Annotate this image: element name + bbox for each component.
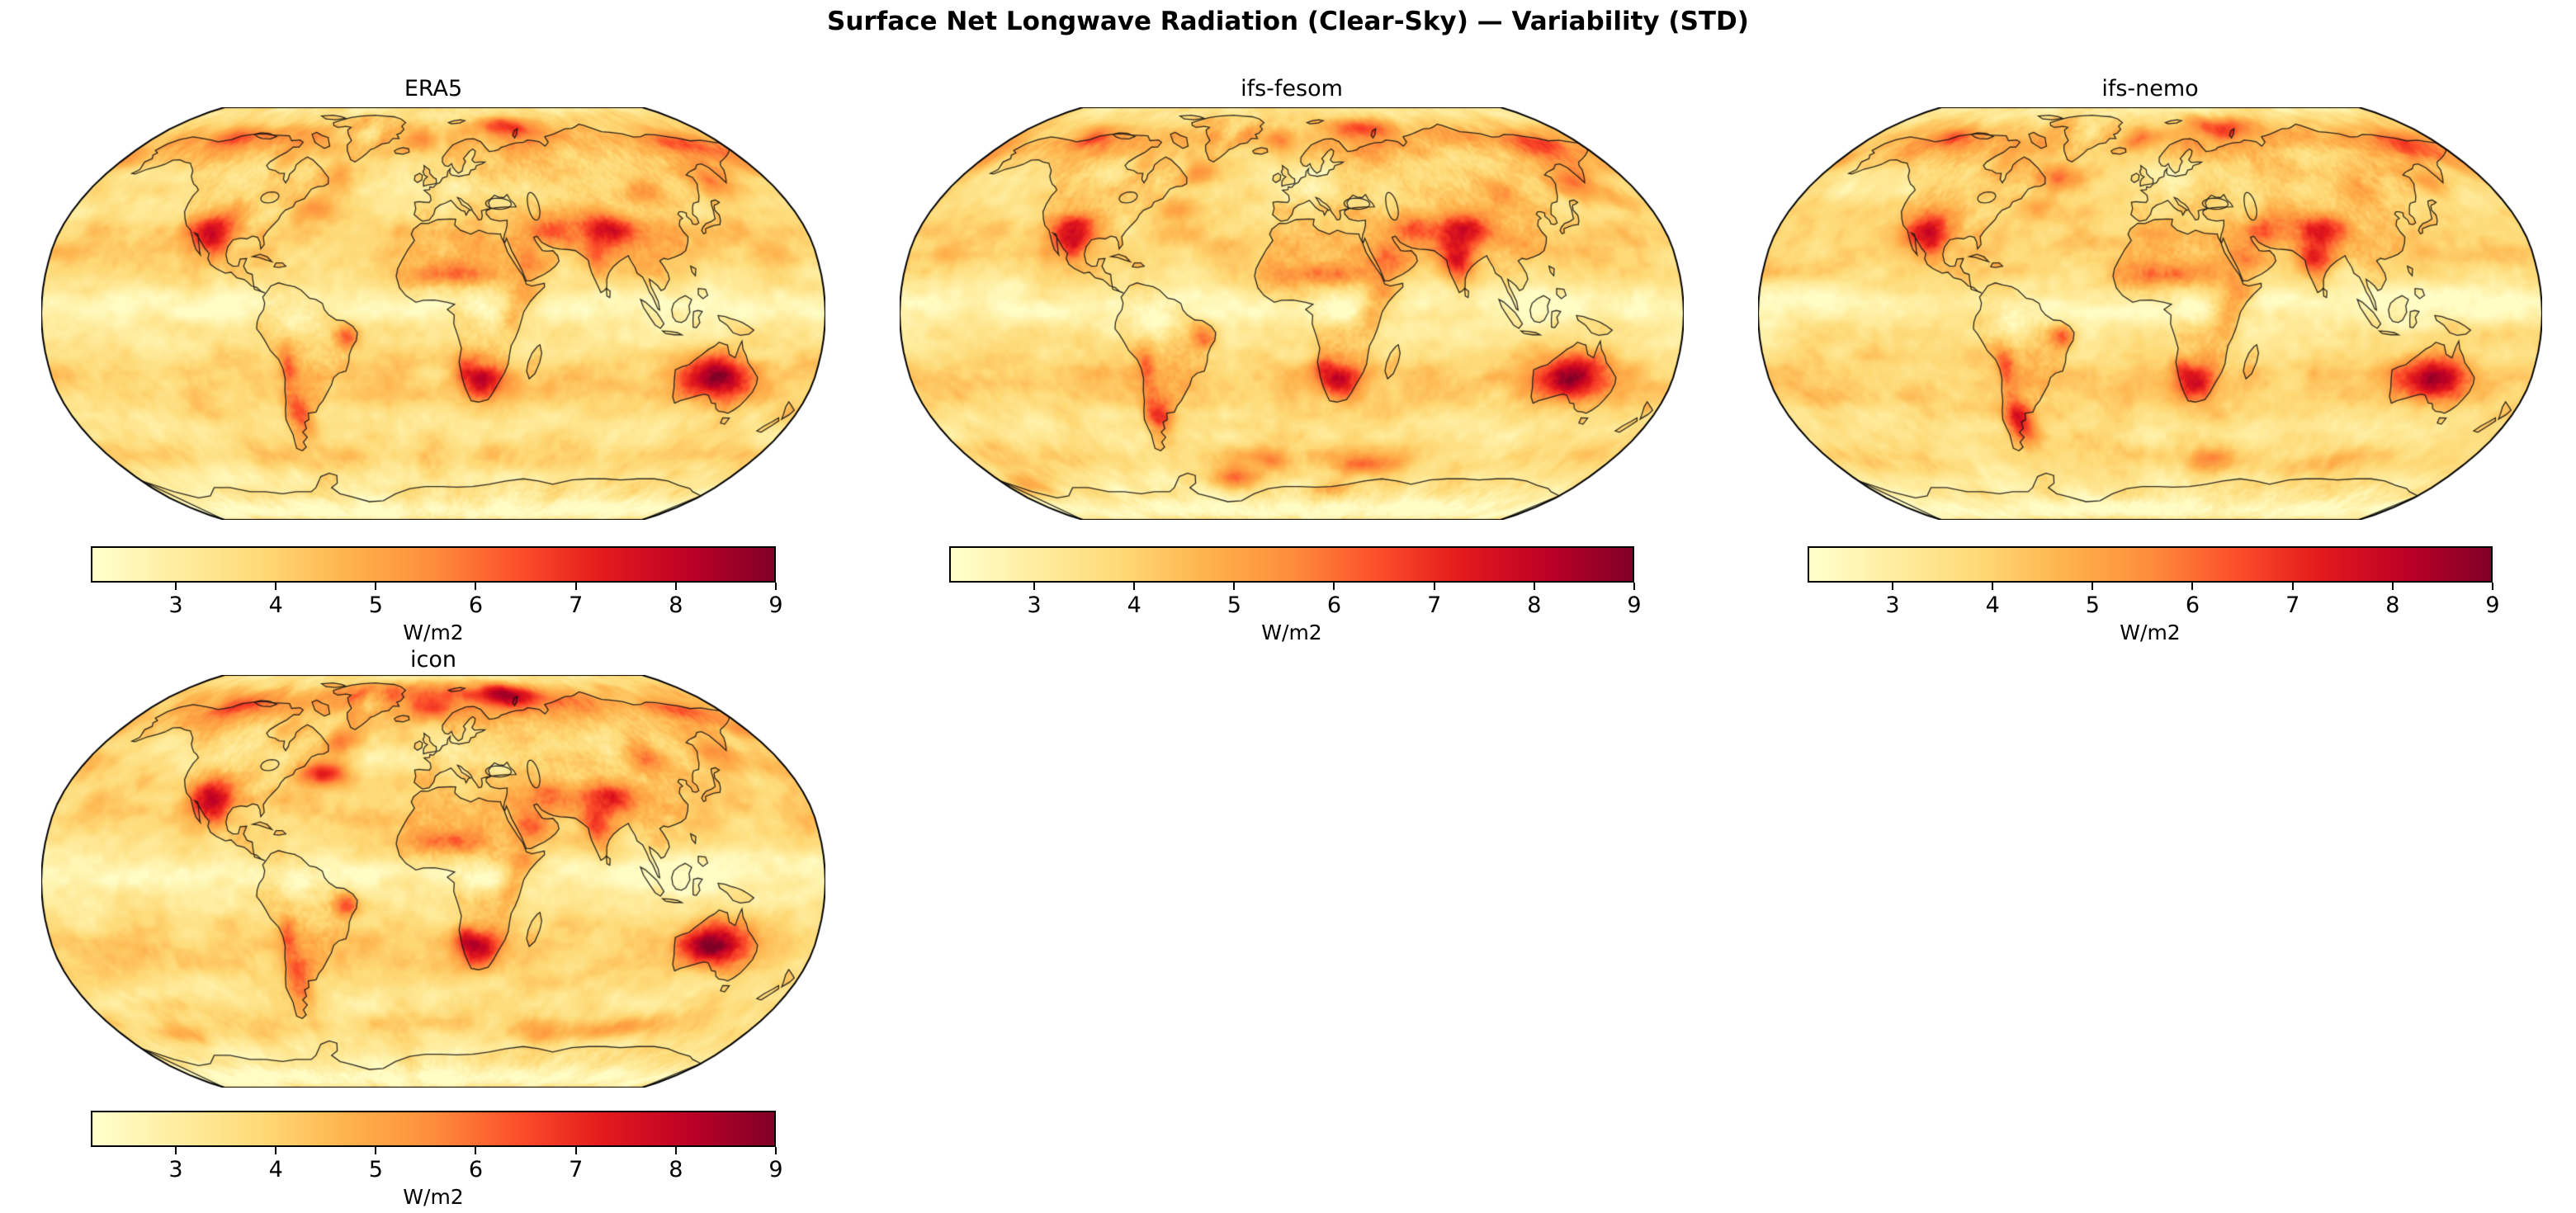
colorbar-tick-mark [574, 1147, 577, 1154]
colorbar-ticks: 3 4 5 6 7 8 9 [91, 1111, 783, 1185]
colorbar-tick-mark [2492, 583, 2493, 590]
colorbar-tick-label: 5 [1227, 592, 1241, 618]
colorbar-tick-mark [174, 583, 177, 590]
colorbar-tick-mark [1333, 583, 1335, 590]
colorbar-gradient [1808, 546, 2493, 583]
map-canvas-icon [41, 675, 825, 1088]
colorbar-tick-label: 4 [1127, 592, 1141, 618]
figure-title: Surface Net Longwave Radiation (Clear-Sk… [827, 7, 1749, 36]
colorbar-ifs-nemo: 3 4 5 6 7 8 9 W/m2 [1808, 546, 2500, 644]
colorbar-gradient [91, 1111, 776, 1147]
colorbar-unit-label: W/m2 [403, 1185, 464, 1209]
colorbar-tick-mark [475, 1147, 477, 1154]
colorbar-tick-mark [1992, 583, 1994, 590]
colorbar-tick-mark [475, 583, 477, 590]
colorbar-unit-label: W/m2 [2120, 621, 2181, 644]
colorbar-tick-mark [775, 1147, 777, 1154]
colorbar-tick-mark [375, 583, 377, 590]
colorbar-ifs-fesom: 3 4 5 6 7 8 9 W/m2 [949, 546, 1642, 644]
map-canvas-ifs-fesom [900, 107, 1684, 520]
colorbar-tick-mark [1533, 583, 1535, 590]
colorbar-tick-mark [775, 583, 777, 590]
colorbar-tick-label: 7 [2285, 592, 2300, 618]
colorbar-tick-label: 5 [368, 592, 383, 618]
colorbar-tick-label: 8 [1527, 592, 1542, 618]
colorbar-gradient [91, 546, 776, 583]
colorbar-tick-label: 6 [468, 592, 484, 618]
colorbar-tick-mark [2092, 583, 2094, 590]
colorbar-tick-label: 8 [669, 1157, 683, 1182]
colorbar-tick-mark [674, 583, 677, 590]
colorbar-tick-label: 3 [1885, 592, 1900, 618]
colorbar-tick-label: 9 [768, 592, 783, 618]
colorbar-tick-mark [674, 1147, 677, 1154]
colorbar-tick-mark [2291, 583, 2294, 590]
subplot-title-ifs-fesom: ifs-fesom [1241, 76, 1343, 101]
colorbar-tick-mark [1891, 583, 1893, 590]
colorbar-tick-label: 9 [2485, 592, 2500, 618]
colorbar-tick-mark [1033, 583, 1035, 590]
colorbar-tick-label: 8 [2385, 592, 2400, 618]
colorbar-tick-label: 4 [268, 592, 283, 618]
colorbar-tick-label: 3 [168, 592, 183, 618]
colorbar-unit-label: W/m2 [403, 621, 464, 644]
colorbar-tick-label: 4 [1985, 592, 2000, 618]
map-canvas-ifs-nemo [1758, 107, 2542, 520]
colorbar-ticks: 3 4 5 6 7 8 9 [1808, 546, 2500, 621]
colorbar-tick-label: 6 [2185, 592, 2200, 618]
colorbar-tick-label: 6 [1326, 592, 1342, 618]
colorbar-tick-mark [174, 1147, 177, 1154]
colorbar-tick-label: 6 [468, 1157, 484, 1182]
subplot-title-ifs-nemo: ifs-nemo [2101, 76, 2199, 101]
colorbar-tick-label: 4 [268, 1157, 283, 1182]
colorbar-tick-mark [2391, 583, 2394, 590]
colorbar-tick-mark [1133, 583, 1136, 590]
colorbar-tick-label: 7 [1427, 592, 1442, 618]
colorbar-tick-mark [275, 583, 277, 590]
colorbar-tick-label: 3 [1027, 592, 1042, 618]
colorbar-tick-label: 7 [569, 592, 584, 618]
colorbar-tick-label: 5 [368, 1157, 383, 1182]
colorbar-ticks: 3 4 5 6 7 8 9 [91, 546, 783, 621]
colorbar-icon: 3 4 5 6 7 8 9 W/m2 [91, 1111, 783, 1209]
colorbar-ticks: 3 4 5 6 7 8 9 [949, 546, 1642, 621]
colorbar-tick-mark [1233, 583, 1236, 590]
colorbar-tick-label: 7 [569, 1157, 584, 1182]
colorbar-tick-mark [574, 583, 577, 590]
subplot-title-icon: icon [410, 647, 456, 673]
colorbar-unit-label: W/m2 [1261, 621, 1322, 644]
colorbar-tick-mark [275, 1147, 277, 1154]
subplot-title-era5: ERA5 [404, 76, 463, 101]
colorbar-tick-mark [375, 1147, 377, 1154]
colorbar-era5: 3 4 5 6 7 8 9 W/m2 [91, 546, 783, 644]
colorbar-tick-label: 9 [1627, 592, 1642, 618]
colorbar-tick-mark [1433, 583, 1435, 590]
colorbar-tick-label: 3 [168, 1157, 183, 1182]
colorbar-tick-mark [1633, 583, 1635, 590]
colorbar-gradient [949, 546, 1634, 583]
colorbar-tick-label: 8 [669, 592, 683, 618]
colorbar-tick-label: 5 [2085, 592, 2100, 618]
colorbar-tick-label: 9 [768, 1157, 783, 1182]
colorbar-tick-mark [2191, 583, 2194, 590]
map-canvas-era5 [41, 107, 825, 520]
